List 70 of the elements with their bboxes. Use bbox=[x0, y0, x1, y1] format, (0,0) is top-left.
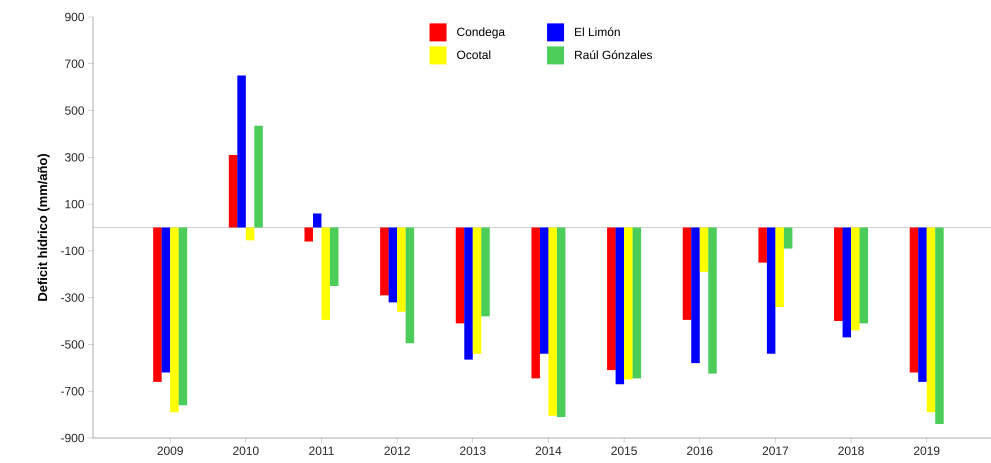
bar bbox=[926, 227, 936, 412]
bar bbox=[246, 227, 254, 240]
x-tick-label: 2018 bbox=[838, 446, 864, 455]
bar bbox=[766, 227, 776, 354]
bar bbox=[842, 227, 852, 338]
legend-label: Raúl Gónzales bbox=[575, 50, 652, 60]
bar bbox=[330, 227, 338, 286]
bar bbox=[178, 227, 188, 406]
x-tick-label: 2013 bbox=[460, 446, 486, 455]
y-tick-label: -300 bbox=[61, 293, 84, 302]
x-tick-label: 2009 bbox=[157, 446, 183, 455]
legend-label: El Limón bbox=[575, 27, 620, 36]
bar bbox=[321, 227, 330, 320]
bar bbox=[682, 227, 692, 320]
y-tick-label: -700 bbox=[61, 386, 84, 396]
legend-label: Ocotal bbox=[457, 50, 490, 60]
bar bbox=[153, 227, 162, 382]
y-tick-label: -500 bbox=[61, 340, 84, 349]
bar bbox=[691, 227, 700, 364]
bar bbox=[228, 154, 238, 228]
bar bbox=[758, 227, 767, 263]
bar bbox=[556, 227, 566, 417]
bar bbox=[388, 227, 398, 302]
bar bbox=[406, 227, 414, 344]
bar bbox=[464, 227, 473, 360]
bar bbox=[632, 227, 642, 378]
y-tick-label: 300 bbox=[64, 153, 84, 162]
bar bbox=[312, 213, 322, 228]
bar bbox=[162, 227, 170, 373]
bar bbox=[481, 227, 490, 316]
bar bbox=[472, 227, 482, 354]
bar bbox=[784, 227, 792, 249]
bar bbox=[935, 227, 944, 424]
bar bbox=[548, 227, 557, 416]
bar bbox=[170, 227, 179, 412]
x-tick-label: 2014 bbox=[536, 446, 562, 455]
x-tick-label: 2012 bbox=[384, 446, 410, 455]
x-tick-label: 2019 bbox=[914, 446, 940, 455]
bar bbox=[531, 227, 540, 378]
y-tick-label: 900 bbox=[65, 12, 84, 22]
x-tick-label: 2011 bbox=[309, 446, 334, 455]
bar bbox=[910, 227, 918, 373]
bar bbox=[624, 227, 633, 380]
bar bbox=[834, 227, 843, 322]
bar bbox=[540, 227, 548, 354]
bar bbox=[918, 227, 927, 382]
bar bbox=[380, 227, 389, 296]
bar bbox=[237, 75, 246, 228]
bar bbox=[616, 227, 624, 384]
bar bbox=[851, 227, 860, 330]
bar bbox=[775, 227, 784, 308]
bar bbox=[700, 227, 708, 272]
bar bbox=[860, 227, 868, 324]
legend-label: Condega bbox=[457, 27, 506, 38]
y-axis-title: Deficit hídrico (mm/año) bbox=[38, 154, 50, 301]
y-tick-label: 100 bbox=[65, 200, 84, 208]
bar bbox=[254, 126, 263, 228]
bar bbox=[456, 227, 464, 324]
x-tick-label: 2015 bbox=[611, 446, 637, 455]
bar bbox=[304, 227, 313, 242]
y-tick-label: 500 bbox=[65, 106, 84, 115]
bar bbox=[708, 227, 717, 374]
x-tick-label: 2017 bbox=[762, 446, 788, 455]
y-tick-label: 700 bbox=[65, 60, 84, 68]
y-tick-label: -900 bbox=[61, 434, 84, 442]
bar bbox=[397, 227, 406, 312]
y-tick-label: -100 bbox=[61, 246, 84, 256]
x-tick-label: 2016 bbox=[687, 446, 713, 455]
bar bbox=[607, 227, 616, 370]
x-tick-label: 2010 bbox=[233, 446, 259, 455]
